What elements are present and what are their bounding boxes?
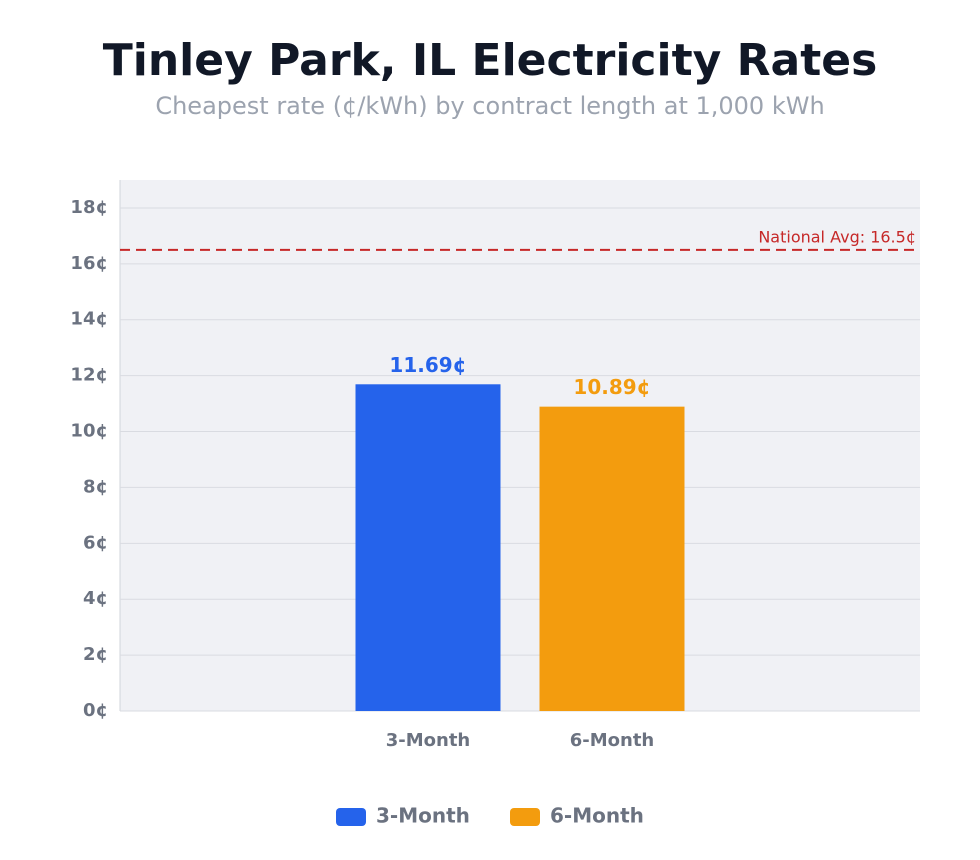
y-tick-label: 14¢ bbox=[70, 309, 108, 330]
value-label: 10.89¢ bbox=[573, 375, 650, 399]
plot-area bbox=[120, 180, 920, 711]
legend-swatch bbox=[336, 808, 366, 826]
y-tick-label: 2¢ bbox=[83, 644, 108, 665]
value-label: 11.69¢ bbox=[389, 353, 466, 377]
y-tick-label: 10¢ bbox=[70, 421, 108, 442]
x-tick-label: 3-Month bbox=[386, 730, 471, 751]
legend-swatch bbox=[510, 808, 540, 826]
y-tick-label: 12¢ bbox=[70, 365, 108, 386]
legend-label: 3-Month bbox=[376, 804, 470, 828]
bar bbox=[539, 406, 685, 711]
chart-title: Tinley Park, IL Electricity Rates bbox=[103, 35, 878, 86]
reference-label: National Avg: 16.5¢ bbox=[758, 227, 916, 246]
y-tick-label: 4¢ bbox=[83, 588, 108, 609]
y-tick-label: 6¢ bbox=[83, 532, 108, 553]
y-tick-label: 16¢ bbox=[70, 253, 108, 274]
legend-label: 6-Month bbox=[550, 804, 644, 828]
x-tick-label: 6-Month bbox=[570, 730, 655, 751]
chart-subtitle: Cheapest rate (¢/kWh) by contract length… bbox=[155, 92, 824, 120]
y-tick-label: 18¢ bbox=[70, 197, 108, 218]
y-tick-label: 8¢ bbox=[83, 476, 108, 497]
y-tick-label: 0¢ bbox=[83, 700, 108, 721]
bar bbox=[355, 384, 501, 711]
